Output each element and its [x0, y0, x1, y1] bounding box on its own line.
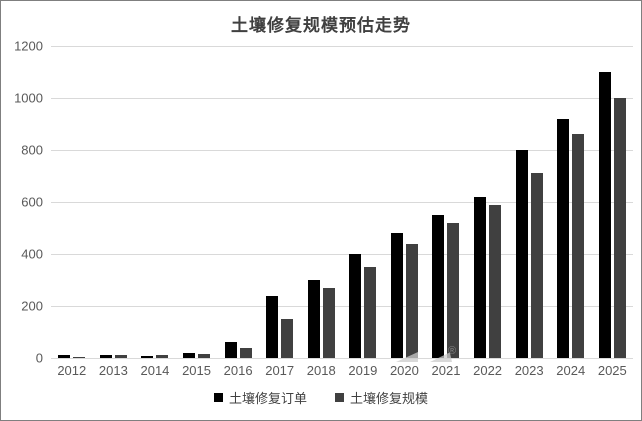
legend-label-scale: 土壤修复规模: [350, 391, 429, 406]
y-tick-label-600: 600: [21, 194, 43, 210]
x-tick-label-2023: 2023: [514, 363, 544, 378]
bar-group-2023: [508, 46, 550, 358]
legend-swatch-orders: [213, 393, 223, 402]
gridline-1000: [51, 98, 633, 99]
x-tick-label-2016: 2016: [223, 363, 253, 378]
gridline-600: [51, 202, 633, 203]
bar-土壤修复规模-2018: [322, 288, 335, 358]
bar-土壤修复规模-2020: [405, 244, 418, 358]
bar-土壤修复订单-2024: [557, 119, 570, 358]
y-tick-label-400: 400: [21, 246, 43, 262]
bar-group-2021: [425, 46, 467, 358]
legend-label-orders: 土壤修复订单: [228, 391, 307, 406]
bar-土壤修复订单-2019: [349, 254, 362, 358]
bar-土壤修复规模-2016: [239, 348, 252, 358]
x-tick-label-2020: 2020: [389, 363, 419, 378]
x-tick-label-2022: 2022: [473, 363, 503, 378]
legend-item-orders: 土壤修复订单: [213, 388, 307, 407]
bar-土壤修复规模-2014: [156, 355, 169, 358]
gridline-800: [51, 150, 633, 151]
bar-土壤修复订单-2020: [390, 233, 403, 358]
x-tick-label-2014: 2014: [140, 363, 170, 378]
bar-series-container: [51, 46, 633, 358]
x-tick-label-2015: 2015: [182, 363, 211, 378]
x-tick-label-2021: 2021: [431, 363, 461, 378]
bar-土壤修复订单-2022: [474, 197, 487, 358]
bar-土壤修复规模-2013: [114, 355, 127, 358]
bar-group-2016: [217, 46, 259, 358]
y-tick-label-1200: 1200: [14, 38, 43, 54]
bar-group-2022: [467, 46, 509, 358]
plot-area: [51, 46, 633, 359]
bar-土壤修复规模-2012: [73, 357, 86, 358]
bar-group-2025: [592, 46, 634, 358]
x-tick-label-2019: 2019: [348, 363, 378, 378]
bar-土壤修复规模-2021: [447, 223, 460, 358]
bar-group-2019: [342, 46, 384, 358]
bar-土壤修复规模-2024: [572, 134, 585, 358]
bar-土壤修复订单-2023: [515, 150, 528, 358]
bar-土壤修复规模-2023: [530, 173, 543, 358]
bar-土壤修复订单-2016: [224, 342, 237, 358]
y-axis: 0 200 400 600 800 1000 1200: [1, 39, 51, 366]
bar-土壤修复规模-2015: [198, 354, 211, 358]
chart-title: 土壤修复规模预估走势: [231, 16, 411, 35]
gridline-400: [51, 254, 633, 255]
bar-group-2013: [93, 46, 135, 358]
x-tick-label-2013: 2013: [98, 363, 128, 378]
bar-group-2017: [259, 46, 301, 358]
x-axis: 2012 2013 2014 2015 2016 2017 2018 2019 2020 2021…: [51, 358, 633, 378]
bar-土壤修复订单-2018: [307, 280, 320, 358]
bar-土壤修复规模-2022: [489, 205, 502, 358]
bar-土壤修复订单-2025: [598, 72, 611, 358]
legend-item-scale: 土壤修复规模: [335, 388, 428, 407]
bar-土壤修复订单-2014: [141, 356, 154, 358]
legend-swatch-scale: [335, 393, 344, 402]
bar-土壤修复订单-2015: [183, 353, 196, 358]
y-tick-label-0: 0: [35, 350, 43, 366]
x-tick-label-2024: 2024: [556, 363, 586, 378]
chart-body: 0 200 400 600 800 1000 1200: [1, 39, 641, 366]
bar-土壤修复规模-2019: [364, 267, 377, 358]
bar-group-2018: [300, 46, 342, 358]
bar-土壤修复订单-2021: [432, 215, 445, 358]
gridline-0: [51, 358, 633, 359]
bar-group-2024: [550, 46, 592, 358]
x-tick-label-2018: 2018: [306, 363, 336, 378]
bar-土壤修复规模-2025: [613, 98, 626, 358]
legend: 土壤修复订单 土壤修复规模: [1, 388, 641, 407]
y-tick-label-800: 800: [21, 142, 43, 158]
bar-group-2020: [384, 46, 426, 358]
x-tick-label-2025: 2025: [597, 363, 627, 378]
bar-土壤修复订单-2017: [266, 296, 279, 358]
gridline-1200: [51, 46, 633, 47]
bar-土壤修复规模-2017: [281, 319, 294, 358]
bar-group-2012: [51, 46, 93, 358]
bar-group-2014: [134, 46, 176, 358]
y-tick-label-200: 200: [21, 298, 43, 314]
bar-土壤修复订单-2012: [58, 355, 71, 358]
gridline-200: [51, 306, 633, 307]
y-tick-label-1000: 1000: [14, 90, 43, 106]
x-tick-label-2012: 2012: [57, 363, 87, 378]
x-tick-label-2017: 2017: [265, 363, 295, 378]
bar-group-2015: [176, 46, 218, 358]
bar-土壤修复订单-2013: [99, 355, 112, 358]
